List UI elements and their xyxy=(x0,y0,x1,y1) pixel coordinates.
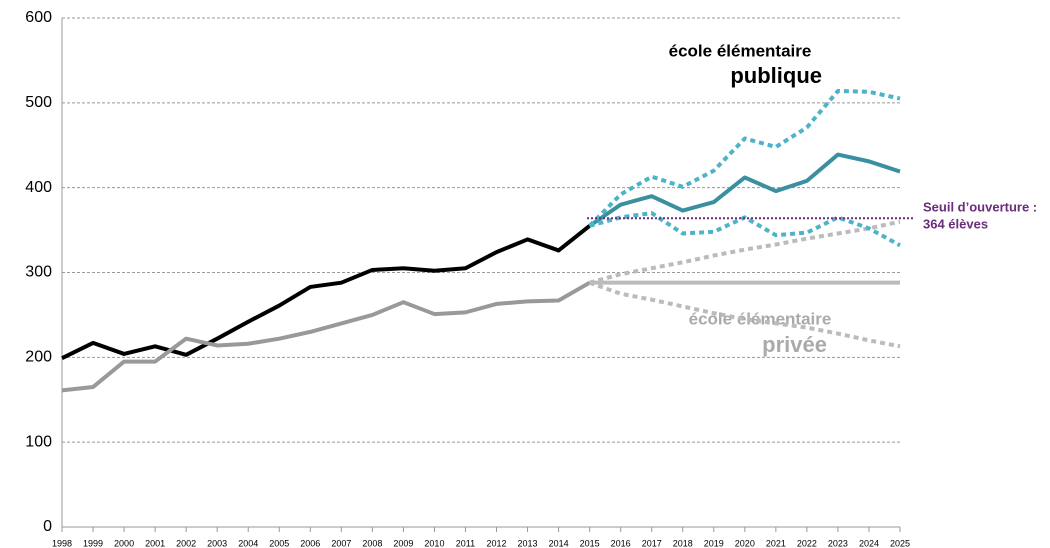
x-tick-label: 2005 xyxy=(269,538,289,548)
x-tick-label: 2017 xyxy=(642,538,662,548)
threshold-label: 364 élèves xyxy=(923,216,988,231)
annotation: publique xyxy=(730,63,822,88)
x-tick-label: 2011 xyxy=(456,538,475,548)
x-tick-label: 2024 xyxy=(859,538,879,548)
series-line xyxy=(588,152,901,228)
series-line xyxy=(61,224,591,360)
y-tick-label: 200 xyxy=(25,349,52,366)
x-tick-label: 2021 xyxy=(766,538,786,548)
series-line xyxy=(61,280,591,393)
series-line xyxy=(588,88,901,228)
x-tick-label: 2008 xyxy=(362,538,382,548)
series-line xyxy=(588,280,901,349)
y-tick-label: 600 xyxy=(25,9,52,26)
x-tick-label: 2007 xyxy=(331,538,351,548)
x-tick-label: 2019 xyxy=(704,538,724,548)
x-tick-label: 1998 xyxy=(52,538,72,548)
x-tick-label: 2022 xyxy=(797,538,817,548)
threshold-label: Seuil d’ouverture : xyxy=(923,199,1037,214)
x-tick-label: 2025 xyxy=(890,538,910,548)
y-tick-label: 400 xyxy=(25,179,52,196)
x-tick-label: 2003 xyxy=(207,538,227,548)
x-tick-label: 2016 xyxy=(611,538,631,548)
y-tick-label: 300 xyxy=(25,264,52,281)
x-tick-label: 2013 xyxy=(518,538,538,548)
x-tick-label: 2000 xyxy=(114,538,134,548)
x-tick-label: 2014 xyxy=(549,538,569,548)
x-tick-label: 2010 xyxy=(424,538,444,548)
x-tick-label: 2004 xyxy=(238,538,258,548)
y-tick-label: 100 xyxy=(25,433,52,450)
x-tick-label: 2012 xyxy=(487,538,507,548)
series-line xyxy=(589,219,901,285)
x-tick-label: 2009 xyxy=(393,538,413,548)
x-tick-label: 2020 xyxy=(735,538,755,548)
x-tick-label: 2002 xyxy=(176,538,196,548)
annotation: privée xyxy=(762,332,827,357)
x-tick-label: 1999 xyxy=(83,538,103,548)
x-tick-label: 2006 xyxy=(300,538,320,548)
x-tick-label: 2015 xyxy=(580,538,600,548)
x-tick-label: 2018 xyxy=(673,538,693,548)
annotation: école élémentaire xyxy=(689,309,832,328)
annotation: école élémentaire xyxy=(669,41,812,60)
y-tick-label: 0 xyxy=(43,518,52,535)
x-tick-label: 2023 xyxy=(828,538,848,548)
y-tick-label: 500 xyxy=(25,94,52,111)
x-tick-label: 2001 xyxy=(145,538,165,548)
